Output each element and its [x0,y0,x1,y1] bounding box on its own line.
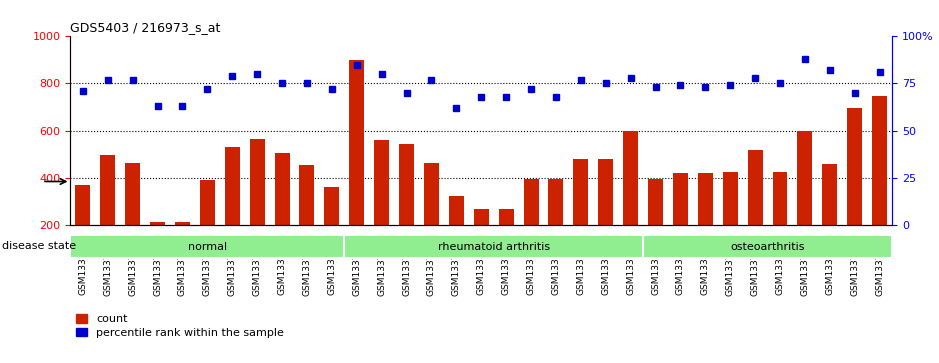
Bar [574,159,589,225]
Bar [474,208,488,225]
Bar [548,179,563,225]
Bar [643,236,892,258]
Bar [449,196,464,225]
Bar [200,180,215,225]
Bar [524,179,538,225]
Bar [345,236,643,258]
Bar [797,131,812,225]
Bar [374,140,389,225]
Text: normal: normal [188,242,227,252]
Bar [823,164,838,225]
Bar [698,173,713,225]
Bar [75,185,90,225]
Bar [349,60,364,225]
Bar [100,155,115,225]
Text: GDS5403 / 216973_s_at: GDS5403 / 216973_s_at [70,21,221,34]
Bar [673,173,688,225]
Bar [70,236,345,258]
Bar [424,163,439,225]
Bar [150,221,165,225]
Bar [125,163,140,225]
Bar [847,108,862,225]
Text: osteoarthritis: osteoarthritis [731,242,805,252]
Bar [175,221,190,225]
Text: disease state: disease state [2,241,76,251]
Text: rheumatoid arthritis: rheumatoid arthritis [438,242,549,252]
Bar [324,187,339,225]
Bar [598,159,613,225]
Bar [623,131,639,225]
Bar [399,144,414,225]
Bar [723,172,738,225]
Bar [648,179,663,225]
Bar [747,150,762,225]
Bar [224,147,239,225]
Bar [872,97,887,225]
Legend: count, percentile rank within the sample: count, percentile rank within the sample [76,314,284,338]
Bar [499,208,514,225]
Bar [274,153,289,225]
Bar [773,172,788,225]
Bar [300,165,315,225]
Bar [250,139,265,225]
